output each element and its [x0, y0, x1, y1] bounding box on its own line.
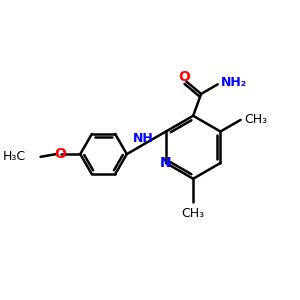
Text: CH₃: CH₃ — [244, 113, 267, 126]
Text: O: O — [54, 147, 66, 161]
Text: NH₂: NH₂ — [221, 76, 247, 89]
Text: H₃C: H₃C — [2, 149, 26, 163]
Text: N: N — [160, 156, 172, 170]
Text: NH: NH — [133, 132, 154, 146]
Text: CH₃: CH₃ — [182, 207, 205, 220]
Text: O: O — [178, 70, 190, 85]
